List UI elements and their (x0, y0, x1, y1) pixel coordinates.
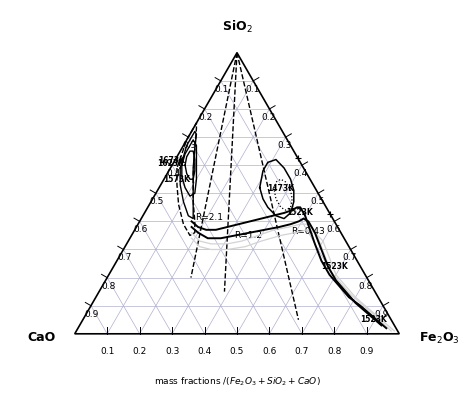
Text: 0.2: 0.2 (261, 113, 275, 122)
Text: 0.9: 0.9 (375, 310, 389, 319)
Text: 1523K: 1523K (286, 208, 312, 217)
Text: 0.8: 0.8 (327, 347, 342, 356)
Text: 1473K: 1473K (267, 184, 294, 193)
Text: 0.3: 0.3 (165, 347, 179, 356)
Text: 0.1: 0.1 (100, 347, 114, 356)
Text: mass fractions $/(Fe_2O_3+SiO_2+CaO)$: mass fractions $/(Fe_2O_3+SiO_2+CaO)$ (154, 376, 320, 389)
Text: Fe$_2$O$_3$: Fe$_2$O$_3$ (419, 331, 459, 346)
Text: 0.1: 0.1 (245, 85, 259, 94)
Text: 1523K: 1523K (360, 316, 387, 324)
Text: 0.7: 0.7 (117, 254, 132, 263)
Text: 0.4: 0.4 (198, 347, 212, 356)
Text: CaO: CaO (27, 331, 55, 344)
Text: 1573K: 1573K (163, 175, 190, 184)
Text: 0.8: 0.8 (359, 282, 373, 291)
Text: 1623K: 1623K (157, 159, 184, 168)
Text: 0.9: 0.9 (360, 347, 374, 356)
Text: 0.3: 0.3 (182, 141, 197, 150)
Text: 0.7: 0.7 (342, 254, 357, 263)
Text: SiO$_2$: SiO$_2$ (222, 19, 252, 35)
Text: 0.2: 0.2 (199, 113, 213, 122)
Text: 0.6: 0.6 (262, 347, 277, 356)
Text: 0.4: 0.4 (294, 169, 308, 178)
Text: R=0.43: R=0.43 (292, 228, 325, 237)
Text: 0.3: 0.3 (277, 141, 292, 150)
Text: 0.5: 0.5 (310, 197, 324, 206)
Text: R=2.1: R=2.1 (195, 213, 223, 222)
Text: 1673K: 1673K (158, 156, 185, 165)
Text: 0.4: 0.4 (166, 169, 180, 178)
Text: 0.9: 0.9 (85, 310, 99, 319)
Text: 0.1: 0.1 (215, 85, 229, 94)
Text: 0.5: 0.5 (230, 347, 244, 356)
Text: 1523K: 1523K (321, 261, 348, 271)
Text: R=1.2: R=1.2 (235, 231, 263, 240)
Text: 0.6: 0.6 (326, 226, 340, 234)
Text: 0.6: 0.6 (134, 226, 148, 234)
Text: 0.7: 0.7 (295, 347, 309, 356)
Text: 0.5: 0.5 (150, 197, 164, 206)
Text: 0.2: 0.2 (133, 347, 147, 356)
Text: 0.8: 0.8 (101, 282, 115, 291)
